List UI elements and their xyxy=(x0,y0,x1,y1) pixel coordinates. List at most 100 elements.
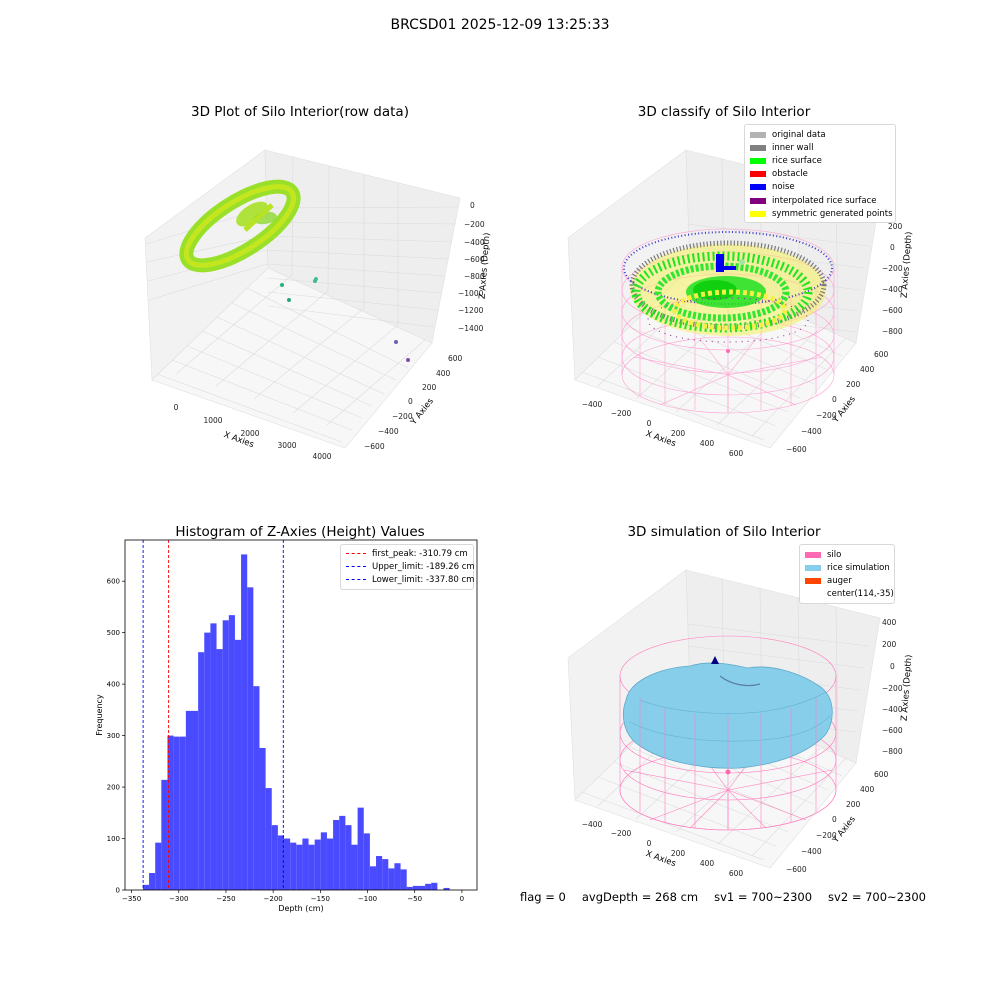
raw-outlier-point xyxy=(394,340,398,344)
classify-z-tick: −600 xyxy=(882,306,903,315)
simulation-y-tick: 400 xyxy=(860,785,875,794)
simulation-legend-swatch xyxy=(805,591,821,597)
classify-legend-item: obstacle xyxy=(750,168,890,181)
simulation-legend-item: center(114,-35) xyxy=(805,588,894,601)
histogram-x-tick-label: −100 xyxy=(358,895,377,903)
raw-3d-axes xyxy=(144,149,461,449)
histogram-y-tick-label: 600 xyxy=(107,578,120,586)
simulation-x-tick: 0 xyxy=(647,839,652,848)
histogram-bar xyxy=(149,873,156,890)
histogram-bar xyxy=(204,632,211,890)
classify-y-tick: −600 xyxy=(786,445,807,454)
simulation-z-axis-label: Z Axies (Depth) xyxy=(900,654,915,721)
simulation-legend-label: center(114,-35) xyxy=(827,589,894,600)
simulation-legend-item: silo xyxy=(805,548,889,561)
raw-y-tick: 600 xyxy=(448,354,463,363)
simulation-y-tick: −200 xyxy=(816,831,837,840)
classify-x-tick: 0 xyxy=(647,419,652,428)
histogram-bar xyxy=(277,835,285,890)
simulation-auger-marker xyxy=(711,656,719,664)
footer-flag: flag = 0 xyxy=(520,890,566,904)
histogram-bar xyxy=(265,788,272,890)
raw-3d-plot: 0 1000 2000 3000 4000 600 400 200 0 −200… xyxy=(144,149,493,461)
histogram-bar xyxy=(216,649,223,890)
classify-y-tick: 400 xyxy=(860,365,875,374)
raw-y-tick: −400 xyxy=(378,427,399,436)
classify-x-tick: −200 xyxy=(611,409,632,418)
histogram-bar xyxy=(314,839,321,890)
histogram-y-ticks: 0 100 200 300 400 500 600 xyxy=(107,578,125,895)
raw-x-tick: 1000 xyxy=(203,416,222,425)
histogram-bar xyxy=(167,735,174,890)
simulation-y-tick: 600 xyxy=(874,770,889,779)
raw-z-tick: −200 xyxy=(464,220,485,229)
classify-y-tick: 0 xyxy=(832,395,837,404)
histogram-bar xyxy=(308,844,315,890)
classify-legend-swatch xyxy=(750,210,766,217)
raw-x-tick: 0 xyxy=(174,403,179,412)
histogram-bar xyxy=(333,820,340,890)
raw-outlier-point xyxy=(313,279,317,283)
raw-z-tick: 0 xyxy=(470,201,475,210)
simulation-x-tick: 400 xyxy=(700,859,715,868)
simulation-rice-surface xyxy=(623,656,833,769)
simulation-z-tick: 0 xyxy=(890,662,895,671)
histogram-bar xyxy=(241,554,248,890)
simulation-y-tick: −400 xyxy=(801,847,822,856)
raw-z-tick: −800 xyxy=(464,272,485,281)
classify-z-tick: 0 xyxy=(890,243,895,252)
histogram-legend-swatch xyxy=(346,579,366,581)
classify-legend-item: symmetric generated points xyxy=(750,207,893,220)
histogram-y-tick-label: 200 xyxy=(107,784,120,792)
simulation-x-tick: −200 xyxy=(611,829,632,838)
simulation-legend-swatch xyxy=(805,577,821,584)
histogram-bar xyxy=(284,838,291,890)
simulation-y-tick: 0 xyxy=(832,815,837,824)
histogram-bar xyxy=(382,859,389,890)
histogram-x-tick-label: −50 xyxy=(407,895,422,903)
histogram-bar xyxy=(388,868,395,890)
histogram-bar xyxy=(234,639,242,890)
classify-z-tick: −400 xyxy=(882,285,903,294)
histogram-legend-label: Upper_limit: -189.26 cm xyxy=(372,561,475,572)
classify-legend-label: noise xyxy=(772,182,795,193)
histogram-bar xyxy=(376,856,383,890)
histogram-bar xyxy=(431,882,438,890)
histogram-bar xyxy=(320,832,327,890)
histogram-x-tick-label: −150 xyxy=(311,895,330,903)
classify-x-tick: 200 xyxy=(671,429,686,438)
histogram-frame xyxy=(124,539,478,891)
histogram-x-axis-label: Depth (cm) xyxy=(278,904,323,913)
classify-z-tick: −200 xyxy=(882,264,903,273)
histogram-legend-swatch xyxy=(346,553,366,555)
classify-x-tick: 600 xyxy=(729,449,744,458)
histogram-legend: first_peak: -310.79 cm Upper_limit: -189.… xyxy=(340,544,475,590)
histogram-bar xyxy=(142,884,150,890)
raw-outlier-point xyxy=(280,283,284,287)
raw-y-tick: 200 xyxy=(422,383,437,392)
classify-legend-swatch xyxy=(750,197,766,204)
classify-legend-item: noise xyxy=(750,181,890,194)
simulation-x-tick: −400 xyxy=(582,820,603,829)
simulation-legend-label: silo xyxy=(827,549,842,560)
histogram-bar xyxy=(253,686,260,890)
histogram-legend-label: first_peak: -310.79 cm xyxy=(372,548,468,559)
simulation-legend-item: rice simulation xyxy=(805,561,890,574)
histogram-bar xyxy=(198,652,205,890)
simulation-legend-swatch xyxy=(805,564,821,571)
histogram-title: Histogram of Z-Axies (Height) Values xyxy=(175,524,425,540)
classify-legend-label: interpolated rice surface xyxy=(772,195,877,206)
raw-z-tick: −1400 xyxy=(458,324,484,333)
classify-legend-item: inner wall xyxy=(750,141,890,154)
raw-z-axis-label: Z Axies (Depth) xyxy=(478,232,493,299)
histogram-x-tick-label: −300 xyxy=(169,895,188,903)
histogram-bar xyxy=(418,885,426,890)
simulation-z-tick: 400 xyxy=(882,618,897,627)
raw-y-tick: −600 xyxy=(364,442,385,451)
classify-legend-swatch xyxy=(750,157,766,164)
simulation-silo-wireframe-front xyxy=(619,698,837,831)
histogram-legend-swatch xyxy=(346,566,366,568)
simulation-y-tick: −600 xyxy=(786,865,807,874)
histogram-bar xyxy=(357,807,364,890)
histogram-y-tick-label: 500 xyxy=(107,629,120,637)
